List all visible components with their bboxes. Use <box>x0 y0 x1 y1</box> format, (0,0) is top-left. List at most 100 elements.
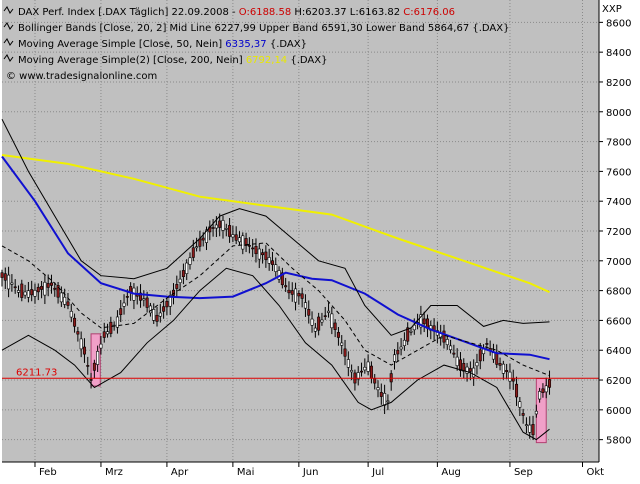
candle-body <box>528 424 532 433</box>
candle-body <box>125 296 129 298</box>
candle-body <box>152 309 156 321</box>
x-tick-label-apr: Apr <box>171 467 189 478</box>
candle-body <box>300 293 304 299</box>
y-tick-label: 8400 <box>606 48 631 59</box>
candle-body <box>214 224 218 229</box>
candle-body <box>363 366 367 371</box>
reference-line: 6211.73 <box>2 367 599 379</box>
candle-body <box>521 413 525 416</box>
candle-body <box>396 349 400 355</box>
candle-body <box>59 292 63 303</box>
y-tick-label: 6600 <box>606 316 631 327</box>
candle-body <box>356 372 360 380</box>
candle-body <box>548 379 552 388</box>
candle-body <box>56 285 60 298</box>
candle-body <box>234 234 238 241</box>
y-tick-label: 6200 <box>606 376 631 387</box>
indicator-lines <box>1 118 550 441</box>
candle-body <box>534 410 538 415</box>
candle-body <box>79 338 83 350</box>
legend-entry: Moving Average Simple [Close, 50, Nein] … <box>18 39 307 50</box>
candle-body <box>99 343 103 349</box>
x-tick-label-jun: Jun <box>302 467 319 478</box>
candle-body <box>267 257 271 264</box>
candle-body <box>515 383 519 398</box>
candle-body <box>20 283 24 298</box>
candle-body <box>468 368 472 372</box>
candle-body <box>201 237 205 241</box>
candle-body <box>53 287 57 290</box>
legend-wave-icon <box>3 6 14 14</box>
candle-body <box>383 393 387 406</box>
series-line-moving-average-simple-close-50-nein <box>1 155 550 361</box>
legend-text: DAX Perf. Index [.DAX Täglich] 22.09.200… <box>18 7 239 18</box>
candle-body <box>228 225 232 237</box>
candle-body <box>181 270 185 277</box>
candle-body <box>422 318 426 325</box>
x-tick-label-mrz: Mrz <box>105 467 123 478</box>
candle-body <box>369 365 373 379</box>
candle-body <box>92 362 96 371</box>
legend-text: Moving Average Simple(2) [Close, 200, Ne… <box>18 55 246 66</box>
candle-body <box>86 365 90 367</box>
candle-body <box>119 308 123 315</box>
candle-body <box>472 367 476 378</box>
legend-text: Moving Average Simple [Close, 50, Nein] <box>18 39 225 50</box>
candle-body <box>264 251 268 260</box>
legend-text: {.DAX} <box>267 39 307 50</box>
candle-body <box>257 248 261 260</box>
legend-wave-icon <box>3 54 14 62</box>
candle-body <box>531 424 535 436</box>
candle-body <box>142 298 146 301</box>
y-tick-label: 7800 <box>606 138 631 149</box>
candle-body <box>518 401 522 408</box>
candle-body <box>284 285 288 288</box>
legend: DAX Perf. Index [.DAX Täglich] 22.09.200… <box>3 6 510 82</box>
x-tick-label-feb: Feb <box>39 467 57 478</box>
candle-body <box>294 288 298 303</box>
candle-body <box>43 281 47 296</box>
candle-body <box>145 297 149 308</box>
candle-body <box>195 246 199 249</box>
candle-body <box>346 359 350 368</box>
candle-body <box>33 290 37 297</box>
candle-body <box>244 238 248 246</box>
candle-body <box>393 354 397 362</box>
candle-body <box>40 286 44 290</box>
candle-body <box>340 342 344 346</box>
candle-body <box>409 330 413 333</box>
candle-body <box>317 316 321 331</box>
candle-body <box>327 310 331 313</box>
legend-text: {.DAX} <box>287 55 327 66</box>
candle-body <box>106 331 110 335</box>
reference-line-label: 6211.73 <box>16 367 57 378</box>
candle-body <box>303 302 307 309</box>
candle-body <box>165 300 169 308</box>
candle-body <box>290 290 294 295</box>
candle-body <box>224 228 228 230</box>
y-tick-label: 7400 <box>606 197 631 208</box>
candle-body <box>102 331 106 338</box>
candle-body <box>7 274 11 290</box>
x-tick-label-aug: Aug <box>441 467 461 478</box>
x-tick-label-jul: Jul <box>371 467 384 478</box>
series-line-bollinger-bands-lower-band <box>1 267 550 441</box>
legend-entry: Bollinger Bands [Close, 20, 2] Mid Line … <box>18 23 510 34</box>
y-tick-label: 7000 <box>606 257 631 268</box>
candle-body <box>129 286 133 293</box>
y-tick-label: 7200 <box>606 227 631 238</box>
candle-body <box>280 272 284 286</box>
candle-body <box>376 387 380 391</box>
candle-body <box>475 362 479 367</box>
candle-body <box>379 392 383 397</box>
candle-body <box>386 400 390 403</box>
candle-body <box>538 391 542 400</box>
candle-body <box>115 316 119 328</box>
candle-body <box>0 272 4 278</box>
candle-body <box>261 252 265 256</box>
candle-body <box>188 257 192 265</box>
legend-entry: Moving Average Simple(2) [Close, 200, Ne… <box>18 55 327 66</box>
axes: 5800 6000 6200 6400 6600 6800 7000 7200 7400 7600… <box>2 0 631 478</box>
